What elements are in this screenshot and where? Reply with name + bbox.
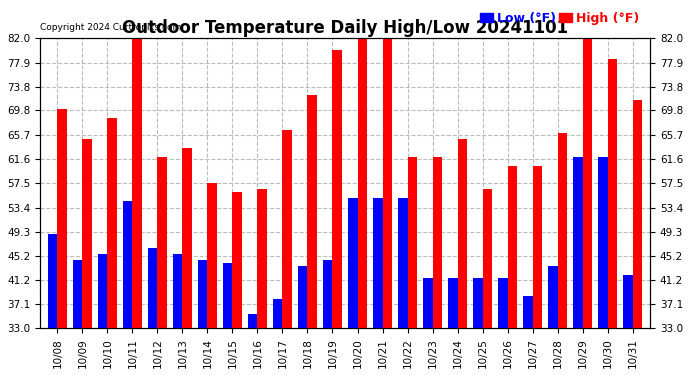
Bar — [382, 38, 392, 328]
Bar — [57, 109, 67, 328]
Bar — [373, 198, 382, 328]
Bar — [408, 157, 417, 328]
Legend: Low (°F), High (°F): Low (°F), High (°F) — [475, 7, 644, 30]
Bar — [132, 35, 142, 328]
Bar — [533, 166, 542, 328]
Bar — [457, 139, 467, 328]
Title: Outdoor Temperature Daily High/Low 20241101: Outdoor Temperature Daily High/Low 20241… — [122, 19, 568, 37]
Bar — [482, 189, 492, 328]
Bar — [223, 263, 233, 328]
Bar — [433, 157, 442, 328]
Bar — [582, 38, 592, 328]
Bar — [558, 133, 567, 328]
Bar — [233, 192, 242, 328]
Bar — [308, 94, 317, 328]
Text: Copyright 2024 Curtronics.com: Copyright 2024 Curtronics.com — [40, 23, 181, 32]
Bar — [357, 38, 367, 328]
Bar — [173, 254, 182, 328]
Bar — [623, 275, 633, 328]
Bar — [148, 249, 157, 328]
Bar — [333, 50, 342, 328]
Bar — [608, 59, 617, 328]
Bar — [208, 183, 217, 328]
Bar — [73, 260, 82, 328]
Bar — [273, 299, 282, 328]
Bar — [448, 278, 457, 328]
Bar — [348, 198, 357, 328]
Bar — [323, 260, 333, 328]
Bar — [282, 130, 292, 328]
Bar — [508, 166, 517, 328]
Bar — [523, 296, 533, 328]
Bar — [48, 234, 57, 328]
Bar — [257, 189, 267, 328]
Bar — [98, 254, 108, 328]
Bar — [573, 157, 582, 328]
Bar — [473, 278, 482, 328]
Bar — [423, 278, 433, 328]
Bar — [123, 201, 132, 328]
Bar — [598, 157, 608, 328]
Bar — [108, 118, 117, 328]
Bar — [82, 139, 92, 328]
Bar — [548, 266, 558, 328]
Bar — [298, 266, 308, 328]
Bar — [182, 148, 192, 328]
Bar — [248, 314, 257, 328]
Bar — [633, 100, 642, 328]
Bar — [198, 260, 208, 328]
Bar — [398, 198, 408, 328]
Bar — [498, 278, 508, 328]
Bar — [157, 157, 167, 328]
